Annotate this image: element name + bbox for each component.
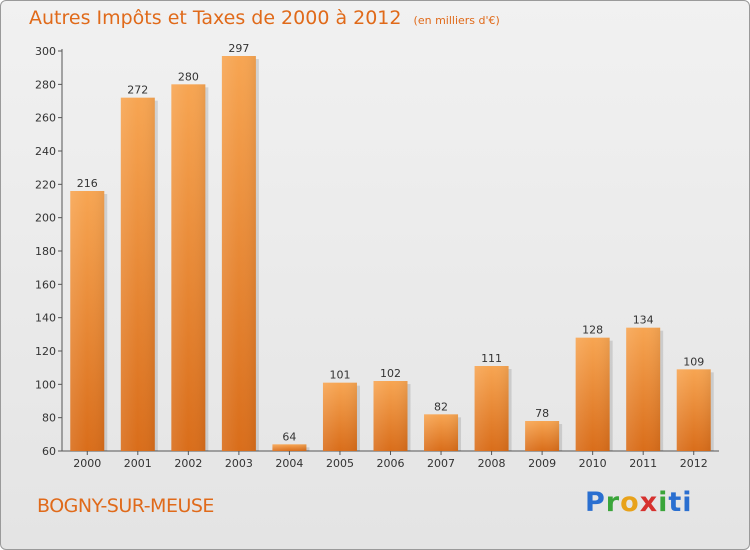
proxiti-logo: Proxiti <box>585 487 693 518</box>
y-tick-label: 280 <box>35 78 56 91</box>
town-name: BOGNY-SUR-MEUSE <box>37 495 214 517</box>
bar-shine <box>171 84 206 451</box>
data-label: 109 <box>683 355 704 368</box>
bar-shine <box>575 337 610 451</box>
chart-unit: (en milliers d'€) <box>413 14 500 27</box>
y-tick-label: 140 <box>35 312 56 325</box>
y-tick-label: 260 <box>35 112 56 125</box>
data-label: 128 <box>582 324 603 337</box>
bar-shine <box>120 97 155 452</box>
chart-title: Autres Impôts et Taxes de 2000 à 2012 (e… <box>29 7 500 29</box>
data-label: 64 <box>282 430 296 443</box>
y-tick-label: 240 <box>35 145 56 158</box>
y-tick-label: 220 <box>35 178 56 191</box>
data-label: 216 <box>77 177 98 190</box>
x-tick-label: 2002 <box>174 457 202 470</box>
bar-shine <box>272 444 307 451</box>
data-label: 297 <box>228 42 249 55</box>
y-tick-label: 100 <box>35 378 56 391</box>
x-tick-label: 2004 <box>275 457 303 470</box>
data-label: 102 <box>380 367 401 380</box>
y-tick-label: 60 <box>42 445 56 458</box>
data-label: 272 <box>127 84 148 97</box>
x-tick-label: 2006 <box>377 457 405 470</box>
data-label: 134 <box>633 314 654 327</box>
x-tick-label: 2009 <box>528 457 556 470</box>
bar-shine <box>626 327 661 451</box>
bar-shine <box>676 369 711 451</box>
bar-shine <box>373 381 408 451</box>
data-label: 111 <box>481 352 502 365</box>
x-tick-label: 2011 <box>629 457 657 470</box>
y-tick-label: 180 <box>35 245 56 258</box>
data-label: 101 <box>329 369 350 382</box>
bar-shine <box>70 191 105 451</box>
y-tick-label: 200 <box>35 212 56 225</box>
x-tick-label: 2012 <box>680 457 708 470</box>
bar-shine <box>322 382 357 451</box>
bar-shine <box>424 414 459 451</box>
chart-title-text: Autres Impôts et Taxes de 2000 à 2012 <box>29 7 402 29</box>
bars: 216 272 280 297 64 101 102 82 111 78 128 134 109 <box>70 42 714 452</box>
x-tick-label: 2010 <box>579 457 607 470</box>
data-label: 82 <box>434 400 448 413</box>
x-tick-label: 2000 <box>73 457 101 470</box>
y-tick-label: 80 <box>42 412 56 425</box>
data-label: 78 <box>535 407 549 420</box>
y-tick-label: 300 <box>35 45 56 58</box>
y-tick-label: 160 <box>35 278 56 291</box>
x-tick-label: 2001 <box>124 457 152 470</box>
x-tick-label: 2005 <box>326 457 354 470</box>
x-tick-label: 2003 <box>225 457 253 470</box>
bar-shine <box>525 421 560 451</box>
y-tick-label: 120 <box>35 345 56 358</box>
data-label: 280 <box>178 70 199 83</box>
bar-shine <box>474 366 509 451</box>
x-tick-label: 2008 <box>478 457 506 470</box>
x-tick-label: 2007 <box>427 457 455 470</box>
bar-shine <box>221 56 256 451</box>
